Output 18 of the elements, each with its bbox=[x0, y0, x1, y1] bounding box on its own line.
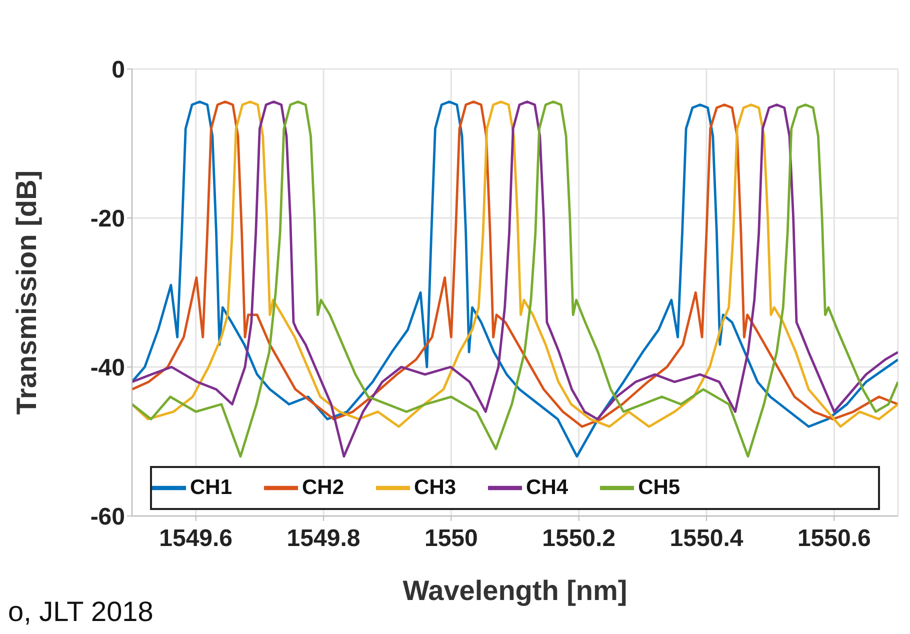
legend-label: CH2 bbox=[302, 476, 344, 499]
x-tick-label: 1550.2 bbox=[542, 525, 616, 552]
legend-label: CH5 bbox=[638, 476, 680, 499]
legend-label: CH1 bbox=[190, 476, 232, 499]
y-axis-title: Transmission [dB] bbox=[10, 170, 42, 415]
x-tick-label: 1549.8 bbox=[286, 525, 360, 552]
legend-label: CH4 bbox=[526, 476, 568, 499]
y-tick-label: -20 bbox=[90, 206, 125, 233]
text: o, JLT 2018 bbox=[8, 596, 154, 628]
y-tick-label: -40 bbox=[90, 354, 125, 382]
y-tick-label: -60 bbox=[90, 504, 125, 531]
x-tick-label: 1549.6 bbox=[159, 525, 233, 552]
x-tick-label: 1550 bbox=[424, 525, 478, 552]
x-tick-label: 1550.4 bbox=[670, 525, 744, 552]
y-tick-label: 0 bbox=[112, 56, 125, 84]
x-tick-label: 1550.6 bbox=[797, 525, 871, 552]
x-axis-title: Wavelength [nm] bbox=[402, 575, 628, 606]
legend-label: CH3 bbox=[414, 476, 456, 499]
